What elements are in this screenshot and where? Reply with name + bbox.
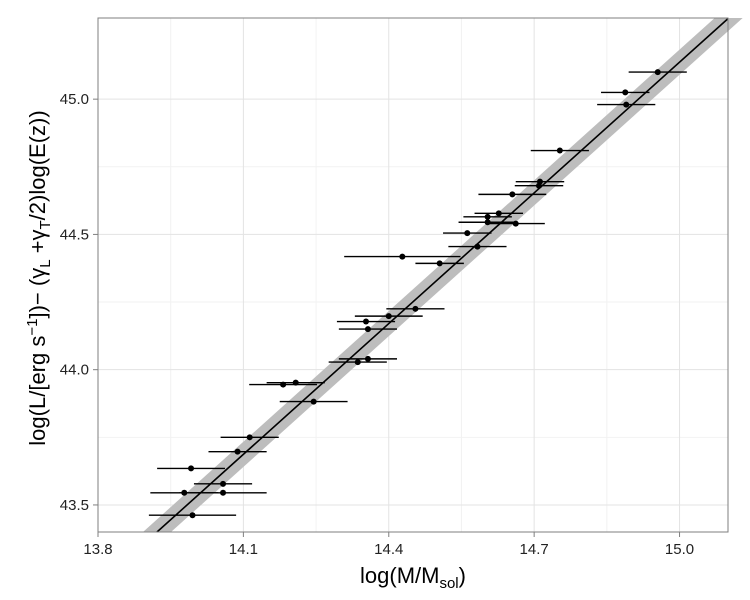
data-point (556, 147, 563, 154)
x-tick-label: 14.7 (520, 541, 549, 558)
data-point (623, 101, 630, 108)
data-point (364, 326, 371, 333)
x-tick-label: 13.8 (83, 541, 112, 558)
data-point (464, 230, 471, 237)
data-point (385, 313, 392, 320)
data-point (436, 260, 443, 267)
y-axis-ticks: 43.5 44.0 44.5 45.0 (60, 91, 98, 514)
y-axis-title-part2: ])− (γ (25, 268, 50, 319)
y-tick-label: 44.0 (60, 362, 89, 379)
y-tick-label: 44.5 (60, 226, 89, 243)
y-axis-title-sub-t: T (37, 220, 54, 229)
data-point (362, 318, 369, 325)
x-tick-label: 15.0 (665, 541, 694, 558)
data-point (181, 489, 188, 496)
x-axis-title-tail: ) (459, 563, 466, 588)
y-axis-title-sup: −1 (24, 319, 41, 336)
y-axis-title-part3: +γ (25, 229, 50, 259)
plot-border (97, 17, 729, 533)
x-tick-label: 14.4 (374, 541, 403, 558)
x-axis-title: log(M/Msol) (360, 563, 466, 592)
y-tick-label: 45.0 (60, 91, 89, 108)
data-point (495, 210, 502, 217)
x-tick-label: 14.1 (229, 541, 258, 558)
fit-line (156, 18, 729, 533)
data-point (484, 213, 491, 220)
data-point (622, 89, 629, 96)
data-points (181, 69, 661, 519)
data-point (654, 69, 661, 76)
x-axis-title-sub: sol (439, 575, 458, 592)
data-point (234, 448, 241, 455)
data-point (246, 434, 253, 441)
data-point (280, 381, 287, 388)
y-axis-title-part1: log(L/[erg s (25, 336, 50, 446)
data-point (189, 512, 196, 519)
data-point (354, 359, 361, 366)
y-tick-label: 43.5 (60, 497, 89, 514)
data-point (310, 398, 317, 405)
data-point (512, 220, 519, 227)
data-point (536, 178, 543, 185)
y-axis-title-part4: /2)log(E(z)) (25, 110, 50, 220)
data-point (220, 489, 227, 496)
data-point (412, 305, 419, 312)
data-point (509, 191, 516, 198)
x-axis-ticks: 13.8 14.1 14.4 14.7 15.0 (83, 532, 694, 558)
data-point (474, 243, 481, 250)
data-point (399, 253, 406, 260)
x-axis-title-base: log(M/M (360, 563, 439, 588)
data-point (188, 465, 195, 472)
data-point (484, 219, 491, 226)
data-point (364, 355, 371, 362)
data-point (220, 480, 227, 487)
y-axis-title: log(L/[erg s−1])− (γL +γT/2)log(E(z)) (24, 110, 54, 445)
y-axis-title-sub-l: L (37, 259, 54, 267)
data-point (292, 379, 299, 386)
